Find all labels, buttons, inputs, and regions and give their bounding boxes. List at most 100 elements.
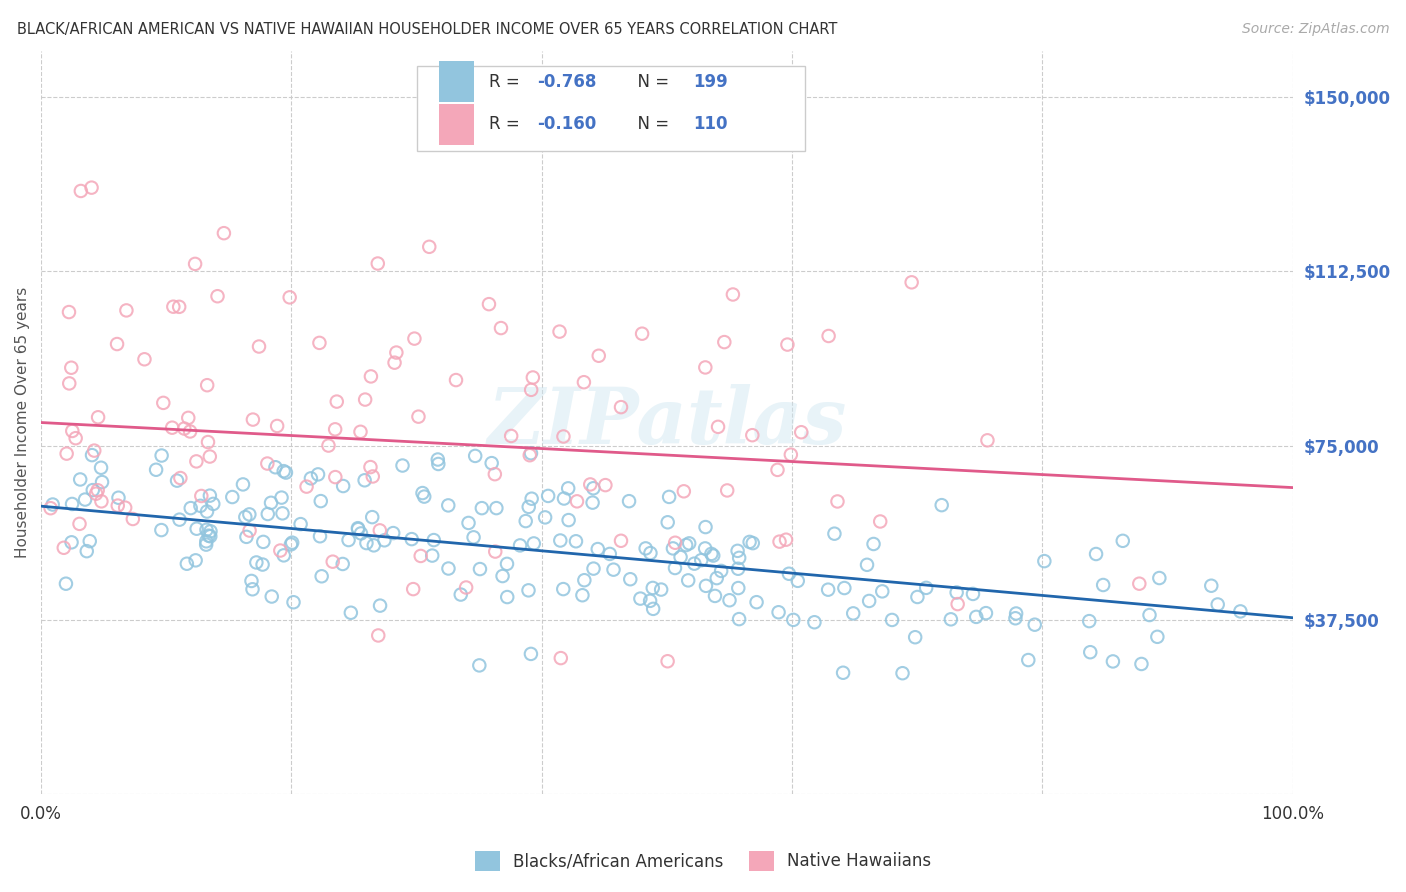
- Point: [55, 576, 77, 591]
- Point: [256, 507, 278, 521]
- Point: [619, 572, 641, 586]
- Point: [360, 369, 382, 384]
- Point: [468, 658, 491, 673]
- Point: [817, 582, 839, 597]
- Point: [90, 460, 112, 475]
- Point: [939, 612, 962, 626]
- Text: Source: ZipAtlas.com: Source: ZipAtlas.com: [1241, 22, 1389, 37]
- Point: [84, 486, 107, 500]
- Point: [565, 494, 588, 508]
- Point: [70, 184, 93, 198]
- Point: [522, 370, 544, 384]
- Point: [782, 613, 804, 627]
- Point: [184, 553, 207, 567]
- Point: [817, 329, 839, 343]
- Point: [308, 335, 330, 350]
- Point: [727, 562, 749, 576]
- Point: [347, 522, 370, 536]
- Text: -0.160: -0.160: [537, 115, 596, 134]
- Point: [634, 541, 657, 556]
- Point: [1004, 611, 1026, 625]
- Text: 110: 110: [693, 115, 728, 134]
- Point: [858, 594, 880, 608]
- Point: [134, 352, 156, 367]
- Point: [87, 410, 110, 425]
- Point: [150, 449, 173, 463]
- Point: [232, 477, 254, 491]
- Point: [741, 536, 763, 550]
- Point: [318, 439, 340, 453]
- Point: [114, 500, 136, 515]
- Point: [274, 466, 297, 480]
- Point: [273, 549, 295, 563]
- Point: [41, 498, 63, 512]
- Point: [180, 501, 202, 516]
- Point: [69, 516, 91, 531]
- Point: [169, 513, 191, 527]
- Point: [553, 582, 575, 596]
- Point: [631, 326, 654, 341]
- Point: [900, 276, 922, 290]
- Point: [581, 495, 603, 509]
- Point: [1017, 653, 1039, 667]
- Point: [672, 484, 695, 499]
- Point: [891, 666, 914, 681]
- Point: [271, 506, 294, 520]
- Point: [221, 490, 243, 504]
- Point: [266, 419, 288, 434]
- Point: [638, 594, 661, 608]
- Point: [55, 447, 77, 461]
- Point: [1092, 578, 1115, 592]
- Point: [704, 589, 727, 603]
- Point: [905, 590, 928, 604]
- Point: [766, 463, 789, 477]
- Point: [664, 535, 686, 549]
- Point: [115, 303, 138, 318]
- Point: [239, 524, 262, 538]
- Point: [39, 501, 62, 516]
- Point: [572, 375, 595, 389]
- Text: BLACK/AFRICAN AMERICAN VS NATIVE HAWAIIAN HOUSEHOLDER INCOME OVER 65 YEARS CORRE: BLACK/AFRICAN AMERICAN VS NATIVE HAWAIIA…: [17, 22, 837, 37]
- Point: [706, 571, 728, 585]
- Point: [869, 515, 891, 529]
- Point: [58, 305, 80, 319]
- Point: [676, 574, 699, 588]
- Point: [658, 490, 681, 504]
- Point: [856, 558, 879, 572]
- Point: [520, 383, 543, 397]
- Point: [778, 566, 800, 581]
- Point: [1149, 571, 1171, 585]
- Point: [235, 530, 257, 544]
- Point: [361, 510, 384, 524]
- Point: [252, 535, 274, 549]
- Point: [361, 469, 384, 483]
- Point: [915, 581, 938, 595]
- Point: [150, 523, 173, 537]
- Point: [515, 514, 537, 528]
- Point: [76, 544, 98, 558]
- Point: [52, 541, 75, 555]
- Point: [91, 475, 114, 489]
- Point: [200, 529, 222, 543]
- Point: [610, 400, 633, 414]
- Point: [79, 534, 101, 549]
- Point: [326, 394, 349, 409]
- Point: [1085, 547, 1108, 561]
- Point: [537, 489, 560, 503]
- Point: [962, 587, 984, 601]
- Point: [517, 500, 540, 514]
- Point: [1078, 614, 1101, 628]
- Point: [198, 489, 221, 503]
- Point: [650, 582, 672, 597]
- Point: [741, 428, 763, 442]
- Point: [363, 538, 385, 552]
- Point: [270, 491, 292, 505]
- Point: [412, 486, 434, 500]
- Point: [323, 422, 346, 436]
- Point: [534, 510, 557, 524]
- Point: [186, 454, 208, 468]
- Point: [1146, 630, 1168, 644]
- Point: [491, 569, 513, 583]
- Point: [718, 593, 741, 607]
- Point: [834, 581, 856, 595]
